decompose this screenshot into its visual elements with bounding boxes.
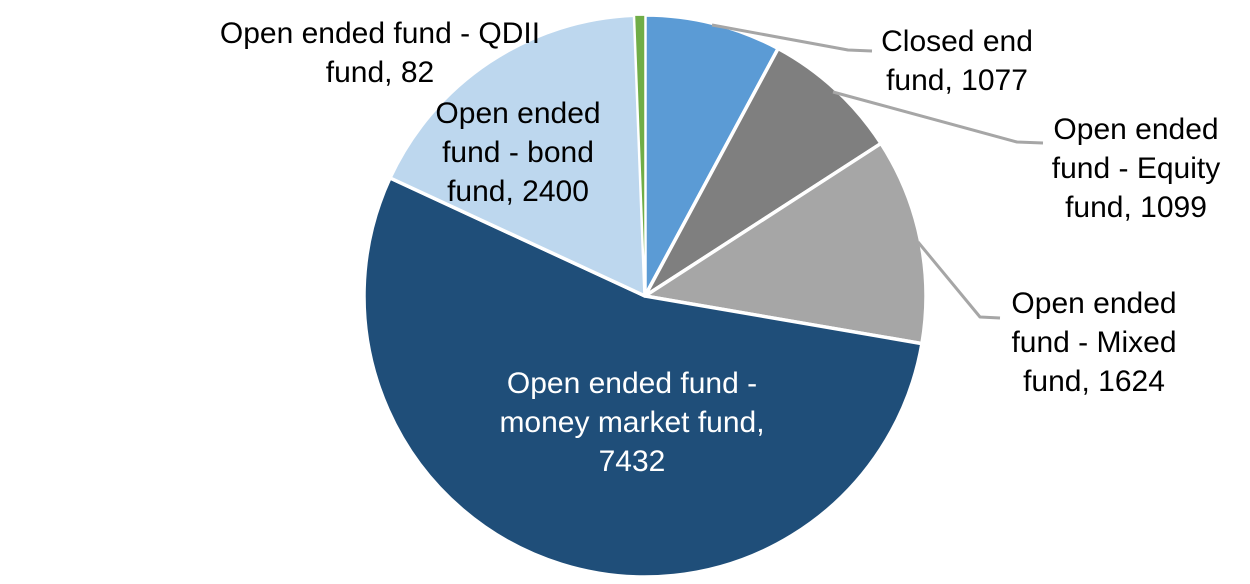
data-label-money-market-fund: Open ended fund - money market fund, 743… — [499, 364, 764, 481]
label-line: Open ended fund - QDII — [219, 17, 541, 50]
label-line: Open ended fund - — [506, 367, 758, 400]
pie-slice-open-ended-fund-bond-fund — [388, 13, 647, 298]
pie-slice-open-ended-fund-mixed-fund — [643, 141, 928, 346]
data-label-qdii-fund: Open ended fund - QDII fund, 82 — [220, 14, 540, 92]
pie-slice-open-ended-fund-equity-fund — [643, 46, 883, 298]
leader-lines — [711, 23, 1044, 320]
label-line: fund, 1099 — [1065, 191, 1207, 224]
leader-line-closed-end-fund — [711, 23, 873, 53]
label-line: fund, 1624 — [1023, 365, 1165, 398]
pie-slice-open-ended-fund-money-market-fund — [362, 176, 924, 579]
data-label-equity-fund: Open ended fund - Equity fund, 1099 — [1052, 110, 1220, 227]
data-label-closed-end-fund: Closed end fund, 1077 — [881, 22, 1033, 100]
leader-line-mixed-fund — [916, 241, 1001, 320]
label-line: Open ended — [435, 97, 601, 130]
label-line: fund - bond — [442, 136, 594, 169]
label-line: fund, 2400 — [447, 175, 589, 208]
label-line: Open ended — [1011, 287, 1177, 320]
pie-slice-open-ended-fund-qdii-fund — [633, 14, 646, 297]
data-label-mixed-fund: Open ended fund - Mixed fund, 1624 — [1011, 284, 1176, 401]
pie-slice-closed-end-fund — [643, 13, 780, 298]
leader-line-equity-fund — [832, 90, 1044, 145]
data-label-bond-fund: Open ended fund - bond fund, 2400 — [435, 94, 600, 211]
label-line: fund - Equity — [1051, 152, 1221, 185]
label-line: fund, 1077 — [886, 64, 1028, 97]
label-line: fund - Mixed — [1011, 326, 1177, 359]
label-line: Closed end — [881, 25, 1033, 58]
label-line: fund, 82 — [325, 56, 435, 89]
label-line: 7432 — [598, 445, 666, 478]
label-line: money market fund, — [499, 406, 765, 439]
pie-slices — [362, 13, 928, 579]
label-line: Open ended — [1053, 113, 1219, 146]
